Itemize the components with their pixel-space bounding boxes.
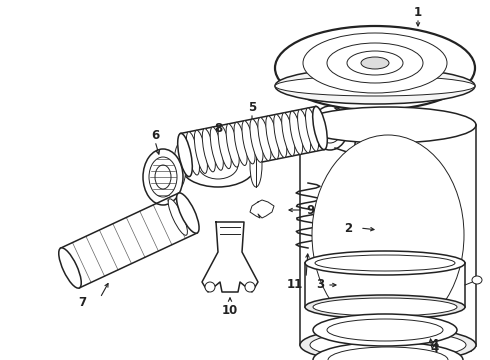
Ellipse shape: [315, 255, 455, 271]
Text: 9: 9: [306, 203, 314, 216]
Ellipse shape: [305, 295, 465, 319]
Ellipse shape: [314, 107, 326, 150]
Ellipse shape: [303, 33, 447, 93]
Ellipse shape: [168, 199, 187, 235]
Ellipse shape: [361, 57, 389, 69]
Ellipse shape: [234, 122, 247, 166]
Text: 3: 3: [316, 279, 324, 292]
Ellipse shape: [310, 331, 466, 359]
Ellipse shape: [143, 149, 183, 205]
Ellipse shape: [258, 117, 271, 161]
Text: 7: 7: [78, 297, 86, 310]
Ellipse shape: [305, 251, 465, 275]
Ellipse shape: [195, 130, 207, 174]
Ellipse shape: [313, 314, 457, 346]
Ellipse shape: [275, 26, 475, 110]
Ellipse shape: [202, 129, 215, 172]
Ellipse shape: [274, 114, 287, 158]
Ellipse shape: [178, 134, 192, 177]
Ellipse shape: [300, 107, 476, 143]
Ellipse shape: [210, 127, 223, 170]
Ellipse shape: [275, 76, 475, 96]
Text: 10: 10: [222, 303, 238, 316]
Ellipse shape: [250, 143, 262, 187]
Ellipse shape: [218, 126, 231, 168]
Ellipse shape: [176, 193, 199, 233]
Ellipse shape: [290, 111, 303, 154]
Ellipse shape: [312, 106, 348, 150]
Text: 4: 4: [431, 338, 439, 351]
Ellipse shape: [155, 165, 171, 189]
Ellipse shape: [198, 151, 238, 179]
Ellipse shape: [275, 68, 475, 104]
Text: 8: 8: [214, 122, 222, 135]
Text: 1: 1: [414, 5, 422, 18]
Ellipse shape: [186, 132, 199, 175]
Ellipse shape: [245, 282, 255, 292]
Text: 11: 11: [287, 279, 303, 292]
Ellipse shape: [180, 143, 256, 187]
Ellipse shape: [59, 248, 81, 288]
Ellipse shape: [312, 135, 464, 335]
Ellipse shape: [313, 342, 463, 360]
Ellipse shape: [306, 108, 318, 151]
Ellipse shape: [282, 113, 295, 156]
Ellipse shape: [328, 347, 448, 360]
Ellipse shape: [242, 121, 255, 164]
Ellipse shape: [205, 282, 215, 292]
Ellipse shape: [327, 43, 423, 83]
Ellipse shape: [250, 119, 263, 162]
Ellipse shape: [178, 134, 192, 177]
Text: 4: 4: [431, 342, 439, 355]
Text: 5: 5: [248, 100, 256, 113]
Ellipse shape: [297, 109, 311, 153]
Ellipse shape: [226, 124, 239, 167]
Ellipse shape: [472, 276, 482, 284]
Text: 6: 6: [151, 129, 159, 141]
Ellipse shape: [313, 107, 327, 150]
Ellipse shape: [347, 51, 403, 75]
Text: 2: 2: [344, 221, 352, 234]
Ellipse shape: [355, 131, 375, 159]
Ellipse shape: [318, 113, 342, 143]
Ellipse shape: [300, 327, 476, 360]
Ellipse shape: [149, 157, 177, 197]
Ellipse shape: [327, 319, 443, 341]
Ellipse shape: [174, 143, 186, 187]
Ellipse shape: [313, 298, 457, 316]
Ellipse shape: [266, 116, 279, 159]
